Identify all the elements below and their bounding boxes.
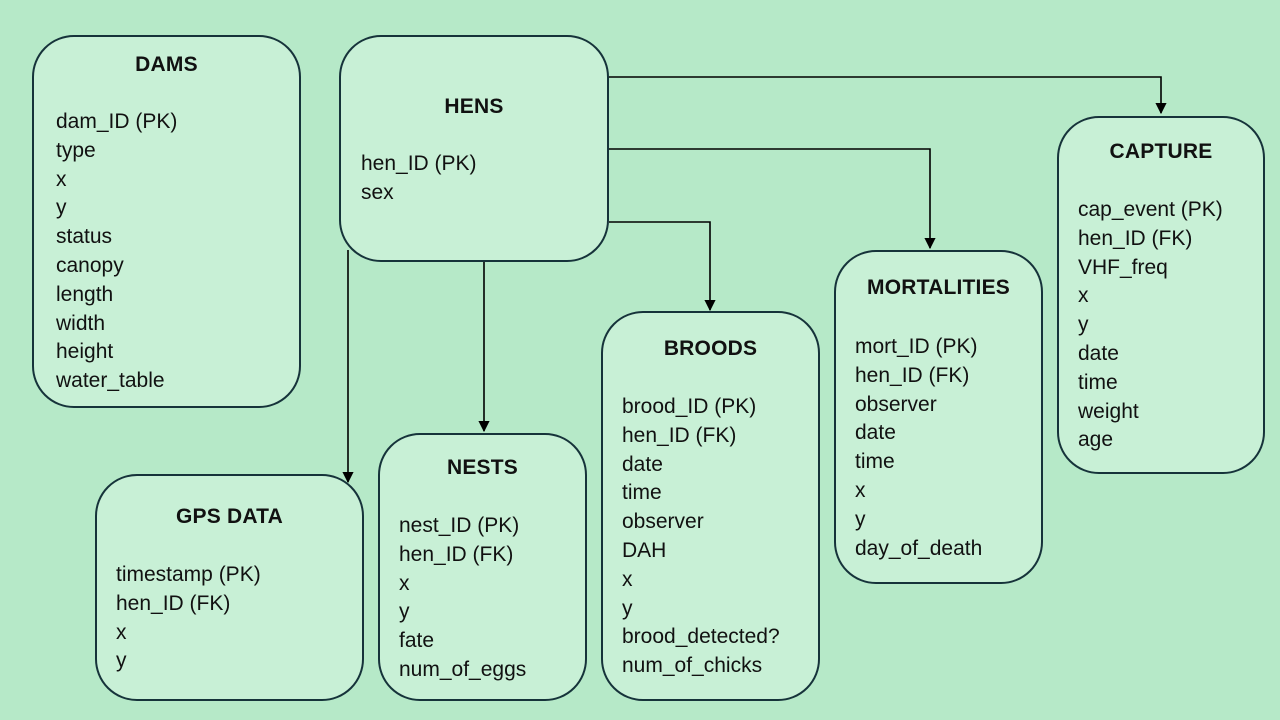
entity-title: MORTALITIES <box>867 276 1010 299</box>
field: x <box>399 571 410 595</box>
field: hen_ID (FK) <box>622 423 737 447</box>
entity-broods[interactable]: BROODS brood_ID (PK) hen_ID (FK) date ti… <box>601 311 820 701</box>
field: time <box>622 481 662 505</box>
field-list: cap_event (PK) hen_ID (FK) VHF_freq x y … <box>1078 196 1223 455</box>
entity-mortalities[interactable]: MORTALITIES mort_ID (PK) hen_ID (FK) obs… <box>834 250 1043 584</box>
field: hen_ID (FK) <box>116 591 231 615</box>
field: num_of_eggs <box>399 657 527 681</box>
entity-nests[interactable]: NESTS nest_ID (PK) hen_ID (FK) x y fate … <box>378 433 587 701</box>
field: num_of_chicks <box>622 654 763 678</box>
field: VHF_freq <box>1078 255 1168 279</box>
field: status <box>56 225 113 249</box>
field-list: timestamp (PK) hen_ID (FK) x y <box>116 561 261 676</box>
field: x <box>622 567 633 591</box>
field: y <box>1078 313 1089 337</box>
field: hen_ID (FK) <box>855 363 970 387</box>
entity-hens[interactable]: HENS hen_ID (PK) sex <box>339 35 609 262</box>
field: weight <box>1078 399 1139 423</box>
field: x <box>1078 284 1089 308</box>
entity-title: GPS DATA <box>176 505 283 528</box>
field-list: brood_ID (PK) hen_ID (FK) date time obse… <box>622 393 780 681</box>
field: day_of_death <box>855 536 983 560</box>
entity-title: CAPTURE <box>1109 140 1213 163</box>
field-list: hen_ID (PK) sex <box>361 150 477 208</box>
field: y <box>399 600 410 624</box>
field: time <box>855 450 895 474</box>
field: time <box>1078 370 1118 394</box>
field-list: nest_ID (PK) hen_ID (FK) x y fate num_of… <box>399 512 526 685</box>
field: DAH <box>622 538 667 562</box>
field: y <box>56 196 67 220</box>
field: mort_ID (PK) <box>855 335 978 358</box>
field: sex <box>361 180 394 204</box>
field: brood_ID (PK) <box>622 395 757 418</box>
connector-hens-mortalities <box>609 148 936 250</box>
field: age <box>1078 428 1114 452</box>
entity-gps-data[interactable]: GPS DATA timestamp (PK) hen_ID (FK) x y <box>95 474 364 701</box>
field: y <box>116 649 127 673</box>
field: observer <box>855 392 937 416</box>
field: y <box>622 596 633 620</box>
field: observer <box>622 510 704 534</box>
field: dam_ID (PK) <box>56 110 178 133</box>
entity-title: DAMS <box>135 53 198 76</box>
field: x <box>855 478 866 502</box>
connector-hens-capture <box>609 76 1167 115</box>
field: width <box>56 311 106 335</box>
field: length <box>56 282 114 306</box>
field: type <box>56 138 96 162</box>
field-list: mort_ID (PK) hen_ID (FK) observer date t… <box>855 333 982 563</box>
entity-title: HENS <box>444 95 504 118</box>
field: cap_event (PK) <box>1078 198 1223 221</box>
field: nest_ID (PK) <box>399 514 520 537</box>
field: y <box>855 507 866 531</box>
field: date <box>1078 341 1119 365</box>
connector-hens-broods <box>609 221 716 312</box>
field: canopy <box>56 253 124 277</box>
entity-title: BROODS <box>663 337 758 360</box>
field-list: dam_ID (PK) type x y status canopy lengt… <box>56 108 177 396</box>
field: hen_ID (FK) <box>1078 226 1193 250</box>
entity-capture[interactable]: CAPTURE cap_event (PK) hen_ID (FK) VHF_f… <box>1057 116 1265 474</box>
field: brood_detected? <box>622 625 780 649</box>
field: fate <box>399 629 435 653</box>
field: timestamp (PK) <box>116 563 261 586</box>
field: date <box>855 421 896 445</box>
field: water_table <box>56 369 165 393</box>
field: hen_ID (FK) <box>399 542 514 566</box>
field: hen_ID (PK) <box>361 152 477 175</box>
entity-title: NESTS <box>446 456 518 479</box>
field: date <box>622 452 663 476</box>
entity-dams[interactable]: DAMS dam_ID (PK) type x y status canopy … <box>32 35 301 408</box>
field: height <box>56 340 114 364</box>
field: x <box>56 167 67 191</box>
field: x <box>116 620 127 644</box>
